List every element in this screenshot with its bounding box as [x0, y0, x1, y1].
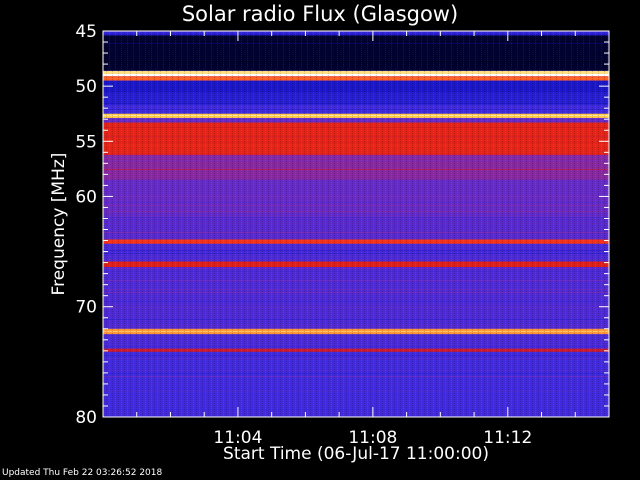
chart-title: Solar radio Flux (Glasgow) — [181, 2, 459, 26]
y-tick-label: 60 — [75, 187, 97, 207]
plot-frame — [102, 30, 610, 418]
y-ticks: 45 50 55 60 70 80 — [75, 22, 609, 428]
texture-overlay — [103, 31, 609, 417]
y-tick-label: 70 — [75, 298, 97, 318]
x-ticks: 11:04 11:08 11:12 — [136, 31, 576, 448]
x-tick-label: 11:08 — [348, 428, 397, 448]
y-tick-label: 45 — [75, 22, 97, 42]
x-axis-label: Start Time (06-Jul-17 11:00:00) — [223, 444, 489, 464]
x-tick-label: 11:04 — [213, 428, 262, 448]
x-tick-label: 11:12 — [483, 428, 532, 448]
y-tick-label: 50 — [75, 77, 97, 97]
updated-footer: Updated Thu Feb 22 03:26:52 2018 — [2, 468, 163, 478]
y-tick-label: 55 — [75, 132, 97, 152]
y-tick-label: 80 — [75, 408, 97, 428]
